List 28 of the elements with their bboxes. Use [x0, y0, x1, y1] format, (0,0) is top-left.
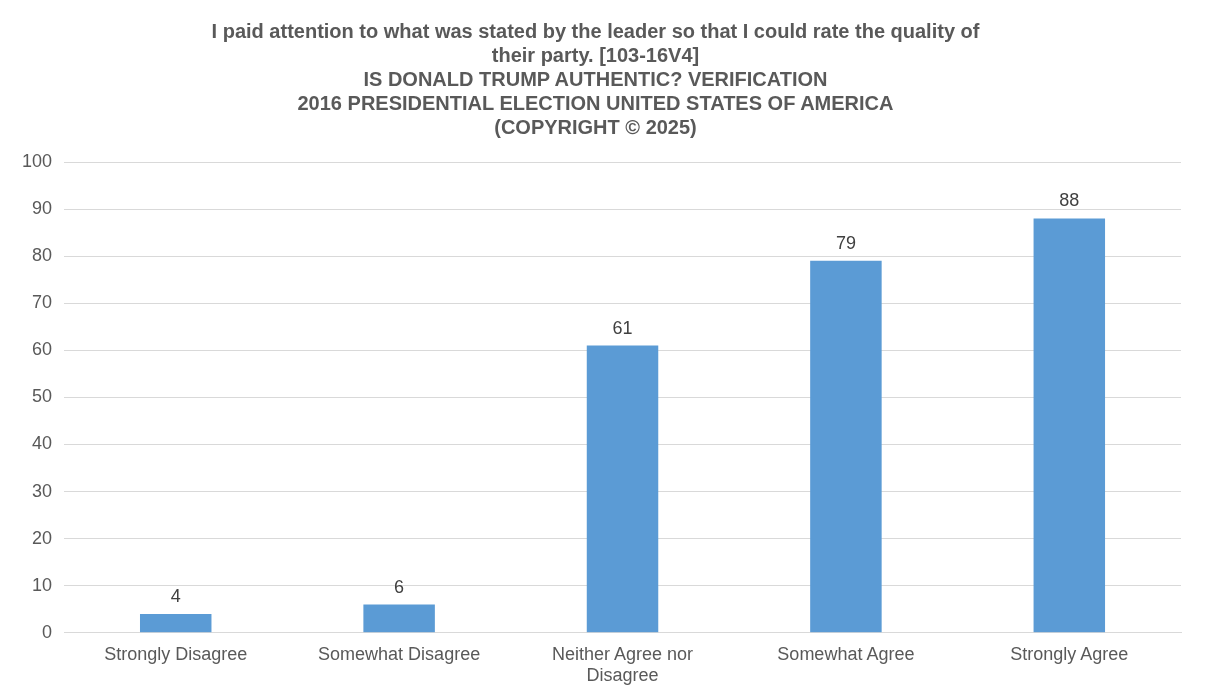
y-tick-label: 10 — [32, 574, 53, 595]
x-tick-label: Strongly Agree — [1010, 643, 1129, 664]
data-label: 6 — [394, 576, 405, 597]
data-label: 79 — [835, 232, 856, 253]
x-tick-label: Somewhat Disagree — [318, 643, 481, 664]
data-label: 4 — [170, 585, 181, 606]
bar — [810, 260, 882, 633]
bar — [586, 345, 659, 633]
y-tick-label: 30 — [32, 480, 53, 501]
data-label: 61 — [612, 317, 633, 338]
chart-subtitle: IS DONALD TRUMP AUTHENTIC? VERIFICATION 2016 PRESIDENTIAL ELECTION UNITED STATES OF AMERICA (COPYRIGHT © 2025) — [297, 67, 894, 138]
x-tick-label: Somewhat Agree — [777, 643, 915, 664]
bar — [1033, 218, 1106, 633]
y-tick-label: 40 — [32, 433, 53, 454]
y-tick-label: 50 — [32, 386, 53, 407]
data-label: 88 — [1059, 190, 1080, 211]
y-tick-label: 100 — [21, 150, 53, 171]
x-tick-label: Strongly Disagree — [104, 643, 248, 664]
chart-title: I paid attention to what was stated by the leader so that I could rate the quality of their party. [103-16V4] — [211, 19, 980, 66]
y-tick-label: 70 — [32, 292, 53, 313]
y-tick-label: 60 — [32, 339, 53, 360]
bar — [363, 604, 435, 633]
y-tick-label: 20 — [32, 527, 53, 548]
y-tick-label: 0 — [42, 621, 53, 642]
bar — [139, 613, 212, 633]
y-tick-label: 80 — [32, 245, 53, 266]
y-tick-label: 90 — [32, 198, 53, 219]
x-tick-label: Neither Agree nor Disagree — [551, 643, 694, 686]
